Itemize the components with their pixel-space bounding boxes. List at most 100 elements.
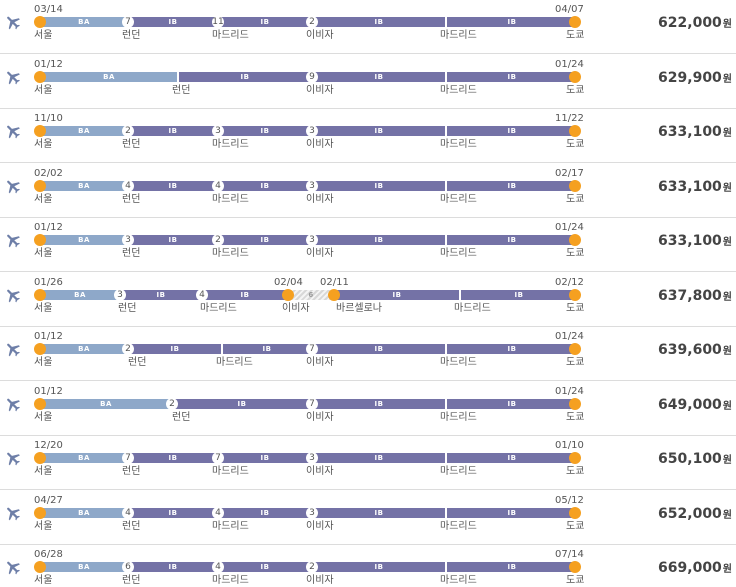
airline-code-label: IB — [507, 72, 517, 81]
flight-result-row[interactable]: BA IB IB IB IB 2 3 3 11/10 11/22 서울 런던 마드리드 이비자 마드리드 도쿄… — [0, 109, 736, 163]
origin-dot — [34, 179, 46, 192]
airline-code-label: BA — [78, 18, 90, 26]
city-label: 런던 — [122, 466, 141, 477]
airline-code-label: IB — [374, 72, 384, 81]
price-label[interactable]: 629,900원 — [658, 69, 732, 89]
price-label[interactable]: 639,600원 — [658, 341, 732, 361]
price-amount: 649,000 — [658, 396, 722, 413]
layover-count-badge: 6 — [122, 561, 134, 573]
price-amount: 622,000 — [658, 15, 722, 31]
price-amount: 633,100 — [658, 233, 722, 249]
price-label[interactable]: 622,000원 — [658, 14, 732, 34]
airline-code-label: IB — [507, 18, 517, 26]
city-label: 런던 — [122, 575, 141, 586]
flight-result-row[interactable]: BA IB IB IB IB 6 4 2 06/28 07/14 서울 런던 마드리드 이비자 마드리드 도쿄… — [0, 545, 736, 587]
airline-code-label: IB — [507, 345, 517, 353]
flight-result-row[interactable]: BA IB IB IB 2 7 01/12 01/24 서울 런던 이비자 마드리드 도쿄 649,000… — [0, 382, 736, 436]
destination-dot — [569, 452, 581, 464]
route-timeline: BA IB IB IB IB 2 3 3 11/10 11/22 서울 런던 마드리드 이비자 마드리드 도쿄 — [0, 109, 736, 163]
flight-result-row[interactable]: BA IB IB IB IB 4 4 3 02/02 02/17 서울 런던 마드리드 이비자 마드리드 도쿄… — [0, 164, 736, 218]
flight-segment: IB — [218, 453, 312, 463]
flight-result-row[interactable]: BA IB IB 6 IB IB 3 4 01/26 02/12 02/04 02/11 서울 런던 마드리… — [0, 273, 736, 327]
airline-code-label: IB — [374, 236, 384, 244]
currency-unit: 원 — [722, 73, 732, 85]
city-label: 마드리드 — [440, 139, 477, 150]
flight-segment: IB — [334, 289, 460, 300]
price-label[interactable]: 633,100원 — [658, 232, 732, 252]
layover-count-badge: 3 — [306, 506, 318, 519]
price-amount: 629,900 — [658, 69, 722, 86]
flight-result-row[interactable]: BA IB IB IB IB 4 4 3 04/27 05/12 서울 런던 마드리드 이비자 마드리드 도쿄… — [0, 491, 736, 545]
flight-segment: IB — [128, 453, 218, 463]
flight-segment: BA — [40, 126, 128, 136]
price-label[interactable]: 633,100원 — [658, 178, 732, 198]
city-label: 이비자 — [306, 139, 334, 150]
flight-segment: BA — [40, 398, 172, 409]
route-timeline: BA IB IB 6 IB IB 3 4 01/26 02/12 02/04 02/11 서울 런던 마드리… — [0, 273, 736, 327]
city-label: 서울 — [34, 466, 53, 477]
city-label: 런던 — [122, 139, 141, 150]
return-date: 05/12 — [555, 494, 584, 506]
stopover-dot — [282, 288, 294, 301]
flight-segment: IB — [312, 344, 446, 354]
segment-divider — [459, 289, 461, 300]
airline-code-label: IB — [240, 72, 250, 81]
route-timeline: BA IB IB IB IB 4 4 3 02/02 02/17 서울 런던 마드리드 이비자 마드리드 도쿄 — [0, 164, 736, 218]
city-label: 이비자 — [306, 248, 334, 259]
price-label[interactable]: 650,100원 — [658, 450, 732, 470]
price-label[interactable]: 669,000원 — [658, 559, 732, 579]
flight-segment: IB — [446, 126, 578, 136]
airplane-icon — [4, 504, 22, 522]
flight-segment: IB — [312, 562, 446, 572]
segment-divider — [445, 562, 447, 572]
airline-code-label: IB — [170, 345, 180, 353]
price-label[interactable]: 637,800원 — [658, 287, 732, 307]
price-label[interactable]: 649,000원 — [658, 396, 732, 416]
return-date: 01/24 — [555, 222, 584, 233]
flight-result-row[interactable]: BA IB IB IB IB 2 7 01/12 01/24 서울 런던 마드리드 이비자 마드리드 도쿄 6… — [0, 327, 736, 381]
city-label: 런던 — [172, 411, 191, 423]
flight-result-row[interactable]: BA IB IB IB IB 7 7 3 12/20 01/10 서울 런던 마드리드 이비자 마드리드 도쿄… — [0, 436, 736, 490]
flight-segment: IB — [218, 507, 312, 518]
flight-segment: IB — [460, 289, 578, 300]
flight-result-row[interactable]: BA IB IB IB IB 7 11 2 03/14 04/07 서울 런던 마드리드 이비자 마드리드 도… — [0, 0, 736, 54]
layover-count-badge: 3 — [306, 179, 318, 192]
layover-count-badge: 4 — [196, 288, 208, 301]
airplane-icon — [4, 449, 22, 467]
route-timeline: BA IB IB IB IB 2 7 01/12 01/24 서울 런던 마드리드 이비자 마드리드 도쿄 — [0, 327, 736, 381]
destination-dot — [569, 70, 581, 83]
price-amount: 637,800 — [658, 287, 722, 304]
city-label: 마드리드 — [212, 248, 249, 259]
origin-dot — [34, 70, 46, 83]
flight-segment: IB — [218, 17, 312, 27]
destination-dot — [569, 16, 581, 28]
city-label: 런던 — [128, 357, 147, 368]
city-label: 마드리드 — [212, 466, 249, 477]
price-label[interactable]: 633,100원 — [658, 123, 732, 143]
price-amount: 639,600 — [658, 342, 722, 358]
price-label[interactable]: 652,000원 — [658, 505, 732, 525]
layover-count-badge: 7 — [306, 397, 318, 410]
flight-segment: IB — [312, 507, 446, 518]
destination-dot — [569, 343, 581, 355]
flight-result-row[interactable]: BA IB IB IB IB 3 2 3 01/12 01/24 서울 런던 마드리드 이비자 마드리드 도쿄… — [0, 218, 736, 272]
layover-count-badge: 2 — [166, 397, 178, 410]
flight-segment: IB — [446, 398, 578, 409]
city-label: 마드리드 — [440, 30, 477, 41]
airline-code-label: BA — [74, 290, 86, 299]
city-label: 서울 — [34, 139, 53, 150]
airline-code-label: IB — [260, 236, 270, 244]
airline-code-label: IB — [374, 345, 384, 353]
airline-code-label: BA — [78, 236, 90, 244]
flight-result-row[interactable]: BA IB IB IB 9 01/12 01/24 서울 런던 이비자 마드리드 도쿄 629,900원 — [0, 55, 736, 109]
city-label: 마드리드 — [440, 193, 477, 205]
airline-code-label: IB — [514, 290, 524, 299]
city-label: 도쿄 — [566, 30, 585, 41]
airline-code-label: IB — [237, 399, 247, 408]
flight-segment: IB — [446, 344, 578, 354]
flight-segment: IB — [446, 235, 578, 245]
city-label: 도쿄 — [566, 357, 585, 368]
city-label: 도쿄 — [566, 302, 585, 314]
flight-segment: IB — [218, 126, 312, 136]
return-date: 07/14 — [555, 549, 584, 560]
